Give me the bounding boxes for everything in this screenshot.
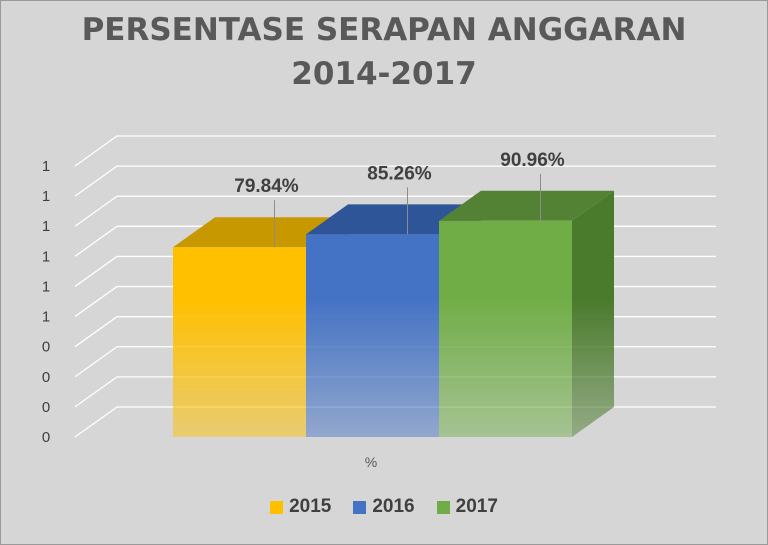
gridline [74,135,716,167]
bar-top-face [439,190,614,221]
y-tick-label: 1 [42,309,50,326]
y-tick-label: 0 [42,429,50,446]
y-tick-label: 1 [42,158,50,175]
legend-swatch [353,500,367,514]
chart-title-line1: PERSENTASE SERAPAN ANGGARAN [81,12,687,48]
legend-item-2016: 2016 [353,496,415,518]
bar-top-face [173,217,348,248]
legend-label: 2016 [372,496,415,517]
chart-title: PERSENTASE SERAPAN ANGGARAN 2014-2017 [0,8,768,96]
bar-front-face [173,247,306,437]
legend-item-2015: 2015 [270,496,331,518]
legend-label: 2015 [289,496,332,517]
bar-front-face [306,234,439,437]
y-tick-label: 1 [42,248,50,265]
legend-swatch [270,500,284,514]
chart-title-line2: 2014-2017 [291,56,477,92]
y-tick-label: 1 [42,278,50,295]
chart-legend: 2015 2016 2017 [0,496,768,518]
data-label: 85.26% [367,163,432,184]
legend-swatch [436,500,450,514]
y-tick-label: 1 [42,218,50,235]
y-tick-label: 1 [42,188,50,205]
bar-side-face [572,190,614,437]
data-label: 90.96% [500,150,565,171]
data-label: 79.84% [234,176,299,197]
y-tick-label: 0 [42,339,50,356]
y-tick-label: 0 [42,369,50,386]
legend-label: 2017 [455,496,498,517]
gridline [74,165,716,197]
x-axis-label: % [365,454,377,470]
bar-2017 [439,190,614,437]
bar-front-face [439,220,572,437]
bar-top-face [306,204,481,235]
y-tick-label: 0 [42,399,50,416]
legend-item-2017: 2017 [436,496,498,518]
